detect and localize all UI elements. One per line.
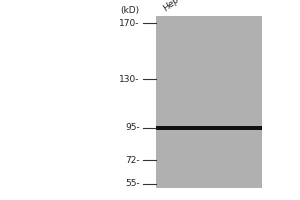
Text: 95-: 95-: [125, 123, 140, 132]
Bar: [156, 16, 262, 188]
Text: 170-: 170-: [119, 19, 140, 28]
Text: 72-: 72-: [125, 156, 140, 165]
Text: 55-: 55-: [125, 180, 140, 188]
Text: HepG2: HepG2: [162, 0, 191, 13]
Bar: [156, 126, 262, 130]
Text: 130-: 130-: [119, 74, 140, 84]
Text: (kD): (kD): [121, 6, 140, 15]
